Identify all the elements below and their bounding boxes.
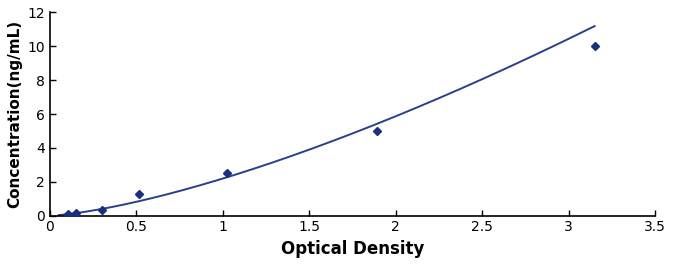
Y-axis label: Concentration(ng/mL): Concentration(ng/mL) <box>7 20 22 208</box>
X-axis label: Optical Density: Optical Density <box>281 240 424 258</box>
